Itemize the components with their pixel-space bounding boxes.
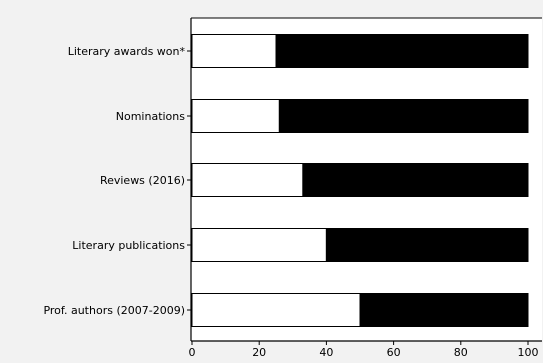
category-label-literary-publications: Literary publications: [72, 239, 185, 252]
category-label-nominations: Nominations: [116, 110, 186, 123]
bar-reviews-2016-segment-2: [302, 163, 529, 197]
bar-nominations-segment-1: [191, 99, 280, 133]
category-label-reviews-2016: Reviews (2016): [100, 174, 185, 187]
x-tick-label-80: 80: [454, 346, 468, 359]
x-tick-label-100: 100: [518, 346, 539, 359]
bar-nominations-segment-2: [278, 99, 529, 133]
x-tick-label-0: 0: [189, 346, 196, 359]
bar-literary-awards-won-segment-1: [191, 34, 277, 68]
bar-prof-authors-2007-2009-segment-1: [191, 293, 361, 327]
bars-group: [191, 34, 529, 327]
bar-literary-publications-segment-1: [191, 228, 327, 262]
category-label-prof-authors-2007-2009: Prof. authors (2007-2009): [43, 304, 185, 317]
x-axis-ticks: 0 20 40 60 80 100: [189, 341, 539, 359]
x-tick-label-20: 20: [252, 346, 266, 359]
bar-literary-publications-segment-2: [325, 228, 529, 262]
x-tick-label-40: 40: [319, 346, 333, 359]
bar-literary-awards-won-segment-2: [275, 34, 529, 68]
x-tick-label-60: 60: [387, 346, 401, 359]
bar-reviews-2016-segment-1: [191, 163, 304, 197]
axes-group: [187, 17, 542, 342]
bar-prof-authors-2007-2009-segment-2: [359, 293, 529, 327]
category-label-literary-awards-won: Literary awards won*: [68, 45, 186, 58]
category-labels: Literary awards won* Nominations Reviews (…: [43, 45, 185, 317]
